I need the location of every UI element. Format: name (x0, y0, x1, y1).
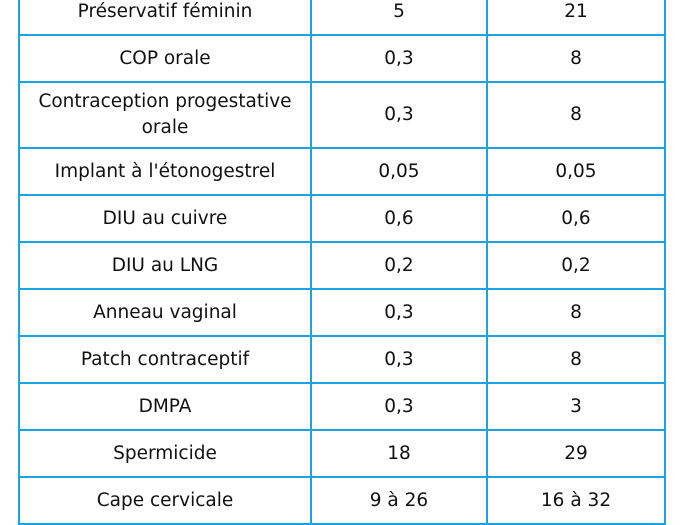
method-cell: Contraception progestative orale (18, 81, 312, 149)
table-row: COP orale 0,3 8 (18, 34, 666, 83)
table-row: Spermicide 18 29 (18, 429, 666, 478)
table-row: Implant à l'étonogestrel 0,05 0,05 (18, 147, 666, 196)
method-cell: DIU au LNG (18, 241, 312, 290)
perfect-use-cell: 18 (310, 429, 488, 478)
typical-use-cell: 16 à 32 (486, 476, 666, 525)
perfect-use-cell: 9 à 26 (310, 476, 488, 525)
table-row: DIU au LNG 0,2 0,2 (18, 241, 666, 290)
table-row: Anneau vaginal 0,3 8 (18, 288, 666, 337)
table-row: Contraception progestative orale 0,3 8 (18, 81, 666, 149)
typical-use-cell: 0,6 (486, 194, 666, 243)
table-row: Patch contraceptif 0,3 8 (18, 335, 666, 384)
perfect-use-cell: 0,3 (310, 288, 488, 337)
perfect-use-cell: 0,3 (310, 34, 488, 83)
method-cell: DMPA (18, 382, 312, 431)
typical-use-cell: 8 (486, 288, 666, 337)
typical-use-cell: 21 (486, 0, 666, 36)
perfect-use-cell: 0,6 (310, 194, 488, 243)
method-cell: Cape cervicale (18, 476, 312, 525)
perfect-use-cell: 0,3 (310, 335, 488, 384)
perfect-use-cell: 5 (310, 0, 488, 36)
contraception-efficacy-table: Préservatif féminin 5 21 COP orale 0,3 8… (18, 0, 666, 525)
table-row: Cape cervicale 9 à 26 16 à 32 (18, 476, 666, 525)
table-row: DMPA 0,3 3 (18, 382, 666, 431)
contraception-efficacy-table-container: Préservatif féminin 5 21 COP orale 0,3 8… (18, 0, 666, 525)
method-cell: COP orale (18, 34, 312, 83)
perfect-use-cell: 0,3 (310, 382, 488, 431)
perfect-use-cell: 0,2 (310, 241, 488, 290)
typical-use-cell: 0,2 (486, 241, 666, 290)
typical-use-cell: 0,05 (486, 147, 666, 196)
table-row: Préservatif féminin 5 21 (18, 0, 666, 36)
typical-use-cell: 3 (486, 382, 666, 431)
typical-use-cell: 8 (486, 81, 666, 149)
method-cell: Spermicide (18, 429, 312, 478)
table-row: DIU au cuivre 0,6 0,6 (18, 194, 666, 243)
method-cell: Préservatif féminin (18, 0, 312, 36)
method-cell: Implant à l'étonogestrel (18, 147, 312, 196)
perfect-use-cell: 0,3 (310, 81, 488, 149)
typical-use-cell: 8 (486, 335, 666, 384)
method-cell: Anneau vaginal (18, 288, 312, 337)
method-cell: DIU au cuivre (18, 194, 312, 243)
perfect-use-cell: 0,05 (310, 147, 488, 196)
typical-use-cell: 29 (486, 429, 666, 478)
method-cell: Patch contraceptif (18, 335, 312, 384)
typical-use-cell: 8 (486, 34, 666, 83)
